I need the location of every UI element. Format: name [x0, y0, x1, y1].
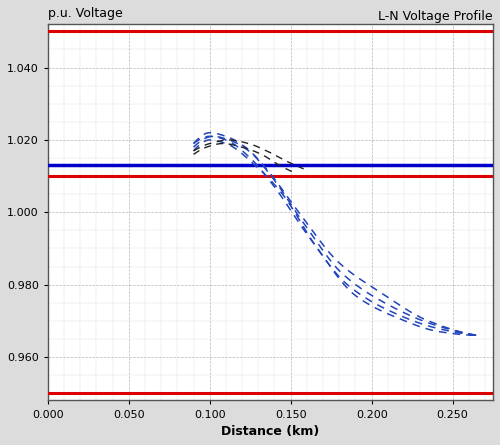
Text: p.u. Voltage: p.u. Voltage	[48, 7, 122, 20]
Text: L-N Voltage Profile: L-N Voltage Profile	[378, 10, 493, 23]
X-axis label: Distance (km): Distance (km)	[222, 425, 320, 438]
